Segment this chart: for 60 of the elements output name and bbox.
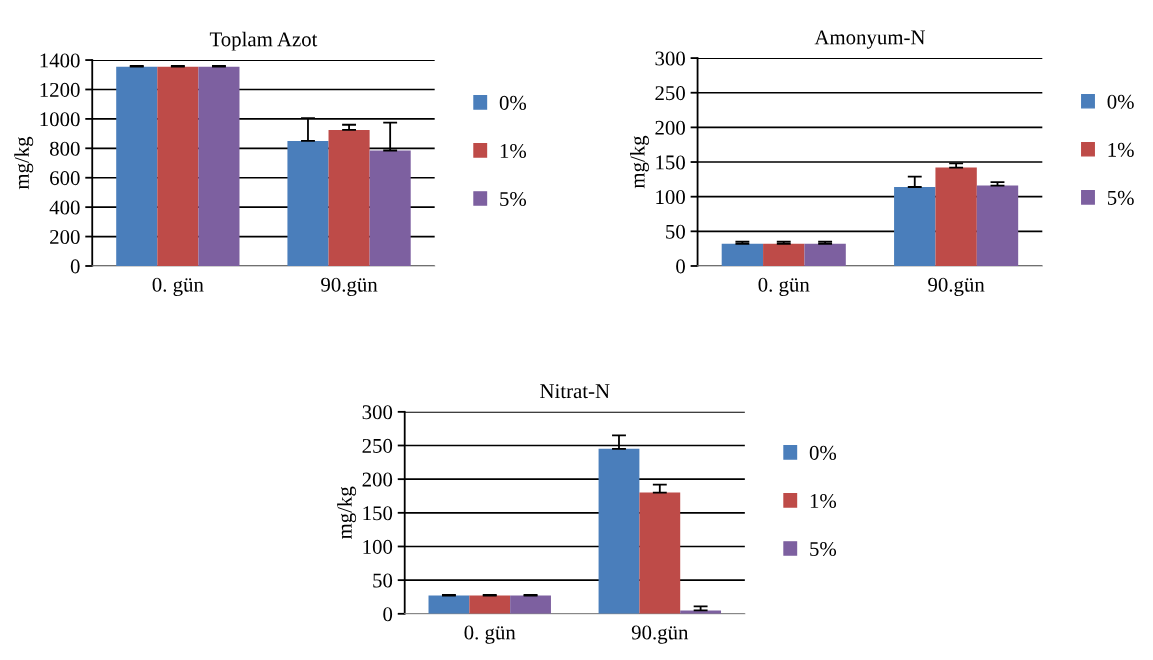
y-tick-label: 200	[655, 120, 685, 135]
y-tick-label: 150	[363, 506, 393, 521]
bar	[198, 66, 240, 266]
legend-label: 1%	[810, 493, 837, 509]
y-axis-title: mg/kg	[630, 135, 649, 189]
bar	[598, 448, 640, 614]
legend-label: 1%	[500, 143, 527, 159]
bar	[469, 595, 511, 614]
bar	[935, 167, 977, 266]
legend-label: 5%	[500, 191, 527, 207]
y-tick-label: 1000	[40, 112, 80, 127]
bar	[976, 185, 1019, 266]
x-tick-label: 0. gün	[464, 625, 516, 644]
y-tick-label: 150	[656, 155, 685, 170]
bar	[510, 595, 551, 614]
chart-title: Nitrat-N	[540, 384, 610, 399]
y-tick-label: 0	[383, 607, 393, 622]
bar	[763, 243, 805, 266]
y-tick-label: 250	[655, 86, 685, 101]
y-tick-label: 1200	[40, 82, 80, 97]
bar	[894, 186, 936, 266]
bar	[428, 595, 470, 614]
y-tick-label: 200	[362, 472, 393, 487]
chart-title: Toplam Azot	[209, 31, 318, 51]
legend-label: 0%	[809, 445, 837, 460]
legend-label: 5%	[1107, 190, 1134, 205]
y-tick-label: 600	[50, 171, 80, 186]
bar	[721, 243, 764, 266]
x-tick-label: 0. gün	[758, 277, 810, 296]
chart-title: Amonyum-N	[814, 30, 926, 49]
x-tick-label: 90.gün	[631, 625, 689, 644]
y-tick-label: 100	[656, 190, 685, 205]
y-tick-label: 100	[363, 539, 393, 554]
x-tick-label: 90.gün	[928, 277, 985, 296]
bar	[369, 150, 411, 266]
y-tick-label: 50	[666, 224, 685, 239]
y-tick-label: 0	[676, 259, 685, 274]
y-axis-title: mg/kg	[14, 136, 34, 190]
y-tick-label: 1400	[40, 53, 80, 68]
y-axis-title: mg/kg	[337, 486, 357, 539]
legend-label: 5%	[810, 541, 837, 557]
bar	[287, 140, 329, 266]
y-tick-label: 0	[70, 259, 80, 274]
bar	[804, 243, 846, 266]
y-tick-label: 300	[655, 51, 685, 66]
y-tick-label: 300	[362, 405, 393, 420]
legend-label: 0%	[499, 95, 527, 110]
y-tick-label: 200	[50, 229, 80, 244]
legend-label: 1%	[1108, 142, 1134, 157]
x-tick-label: 90.gün	[321, 277, 378, 296]
bar	[116, 66, 158, 266]
y-tick-label: 250	[362, 438, 393, 453]
legend-label: 0%	[1107, 94, 1134, 109]
y-tick-label: 400	[49, 200, 80, 215]
y-tick-label: 800	[49, 141, 80, 156]
bar	[157, 66, 199, 266]
y-tick-label: 50	[373, 573, 393, 588]
x-tick-label: 0. gün	[152, 277, 204, 296]
bar	[328, 129, 370, 266]
bar	[639, 492, 681, 614]
